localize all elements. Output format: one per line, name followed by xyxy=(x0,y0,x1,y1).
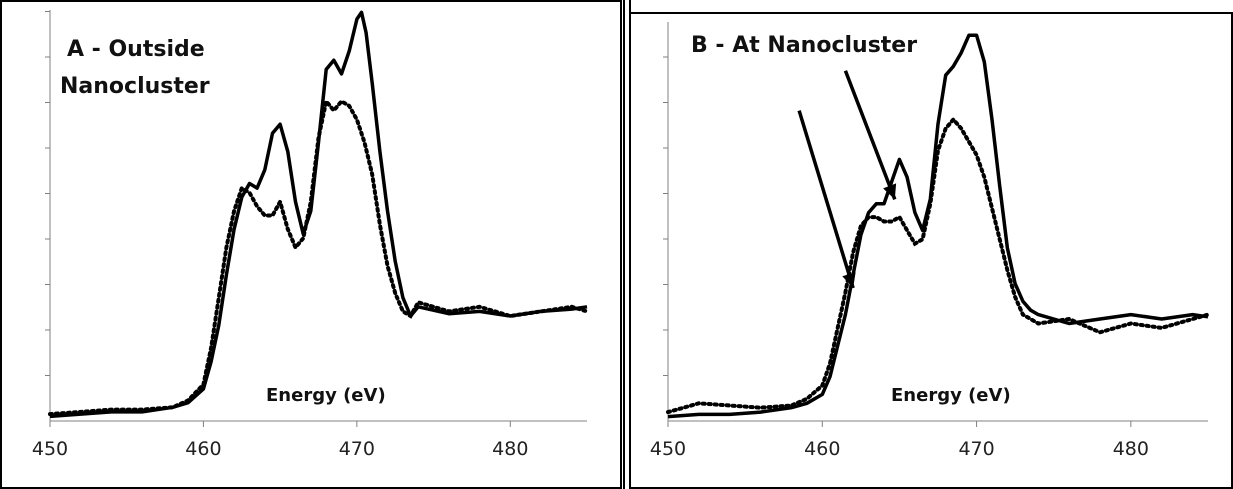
annotation-arrows xyxy=(797,70,897,289)
x-tick-label: 450 xyxy=(650,438,686,460)
x-axis-ticks: 450 460 470 480 xyxy=(32,421,528,460)
arrow-shaft xyxy=(797,110,855,289)
x-axis-title: Energy (eV) xyxy=(266,385,386,406)
panel-a-frame xyxy=(0,0,622,489)
x-tick-label: 470 xyxy=(339,438,375,460)
chart-panel-a: 450 460 470 480 A - Outside Nanocluster Ene… xyxy=(32,10,589,460)
solid-spectrum-line xyxy=(667,33,1209,419)
y-axis-ticks xyxy=(663,56,668,376)
series-group xyxy=(666,33,1210,419)
chart-panel-b: 450 460 470 480 B - At Nanocluster Energy (… xyxy=(650,22,1210,460)
panel-b-frame xyxy=(629,12,1233,489)
x-tick-label: 460 xyxy=(185,438,221,460)
solid-spectrum-line xyxy=(49,10,588,419)
arrow-shaft xyxy=(843,70,897,200)
dotted-spectrum-line xyxy=(48,96,589,417)
x-axis-title: Energy (eV) xyxy=(891,385,1011,406)
dotted-spectrum-line xyxy=(666,116,1210,415)
x-axis-ticks: 450 460 470 480 xyxy=(650,421,1149,460)
series-group xyxy=(48,10,589,419)
x-tick-label: 470 xyxy=(958,438,994,460)
panel-title-line-1: A - Outside xyxy=(67,37,205,62)
x-tick-label: 460 xyxy=(804,438,840,460)
y-axis-ticks xyxy=(45,11,50,376)
x-tick-label: 450 xyxy=(32,438,68,460)
panel-title-line-2: Nanocluster xyxy=(60,74,210,99)
x-tick-label: 480 xyxy=(1113,438,1149,460)
panel-title: B - At Nanocluster xyxy=(691,33,917,58)
x-tick-label: 480 xyxy=(492,438,528,460)
